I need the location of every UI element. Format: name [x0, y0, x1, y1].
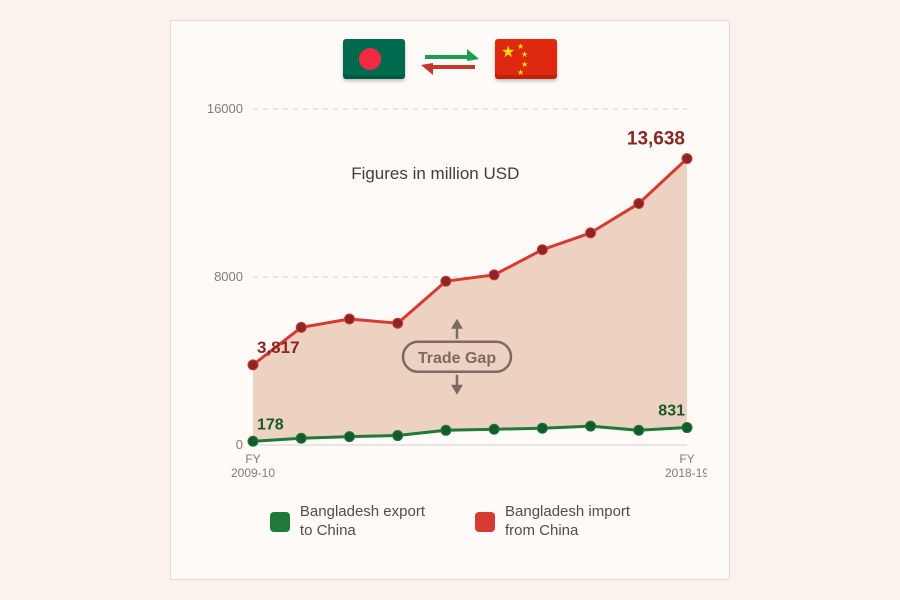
legend-import: Bangladesh import from China: [475, 503, 630, 541]
svg-text:2009-10: 2009-10: [231, 466, 275, 480]
svg-text:Trade Gap: Trade Gap: [418, 350, 496, 367]
china-flag-icon: ★ ★ ★ ★ ★: [495, 39, 557, 79]
svg-text:831: 831: [658, 403, 685, 420]
svg-text:3,817: 3,817: [257, 338, 300, 357]
exchange-arrows-icon: [419, 39, 481, 79]
svg-text:FY: FY: [245, 452, 260, 466]
svg-text:13,638: 13,638: [627, 129, 685, 150]
trade-chart: 0 8000 16000 Figures in million USD Trade Ga…: [195, 89, 705, 489]
legend-export-swatch: [270, 512, 290, 532]
svg-text:FY: FY: [679, 452, 694, 466]
chart-card: ★ ★ ★ ★ ★ 0 8000 16000 Figures in million U…: [170, 20, 730, 580]
bangladesh-flag-icon: [343, 39, 405, 79]
legend: Bangladesh export to China Bangladesh im…: [195, 503, 705, 541]
svg-text:Figures in million USD: Figures in million USD: [351, 164, 519, 183]
svg-text:16000: 16000: [207, 101, 243, 116]
legend-import-swatch: [475, 512, 495, 532]
svg-text:0: 0: [236, 437, 243, 452]
legend-export: Bangladesh export to China: [270, 503, 425, 541]
svg-text:178: 178: [257, 416, 284, 433]
legend-import-label: Bangladesh import from China: [505, 503, 630, 541]
flags-row: ★ ★ ★ ★ ★: [195, 39, 705, 79]
svg-text:2018-19: 2018-19: [665, 466, 707, 480]
svg-text:8000: 8000: [214, 269, 243, 284]
legend-export-label: Bangladesh export to China: [300, 503, 425, 541]
